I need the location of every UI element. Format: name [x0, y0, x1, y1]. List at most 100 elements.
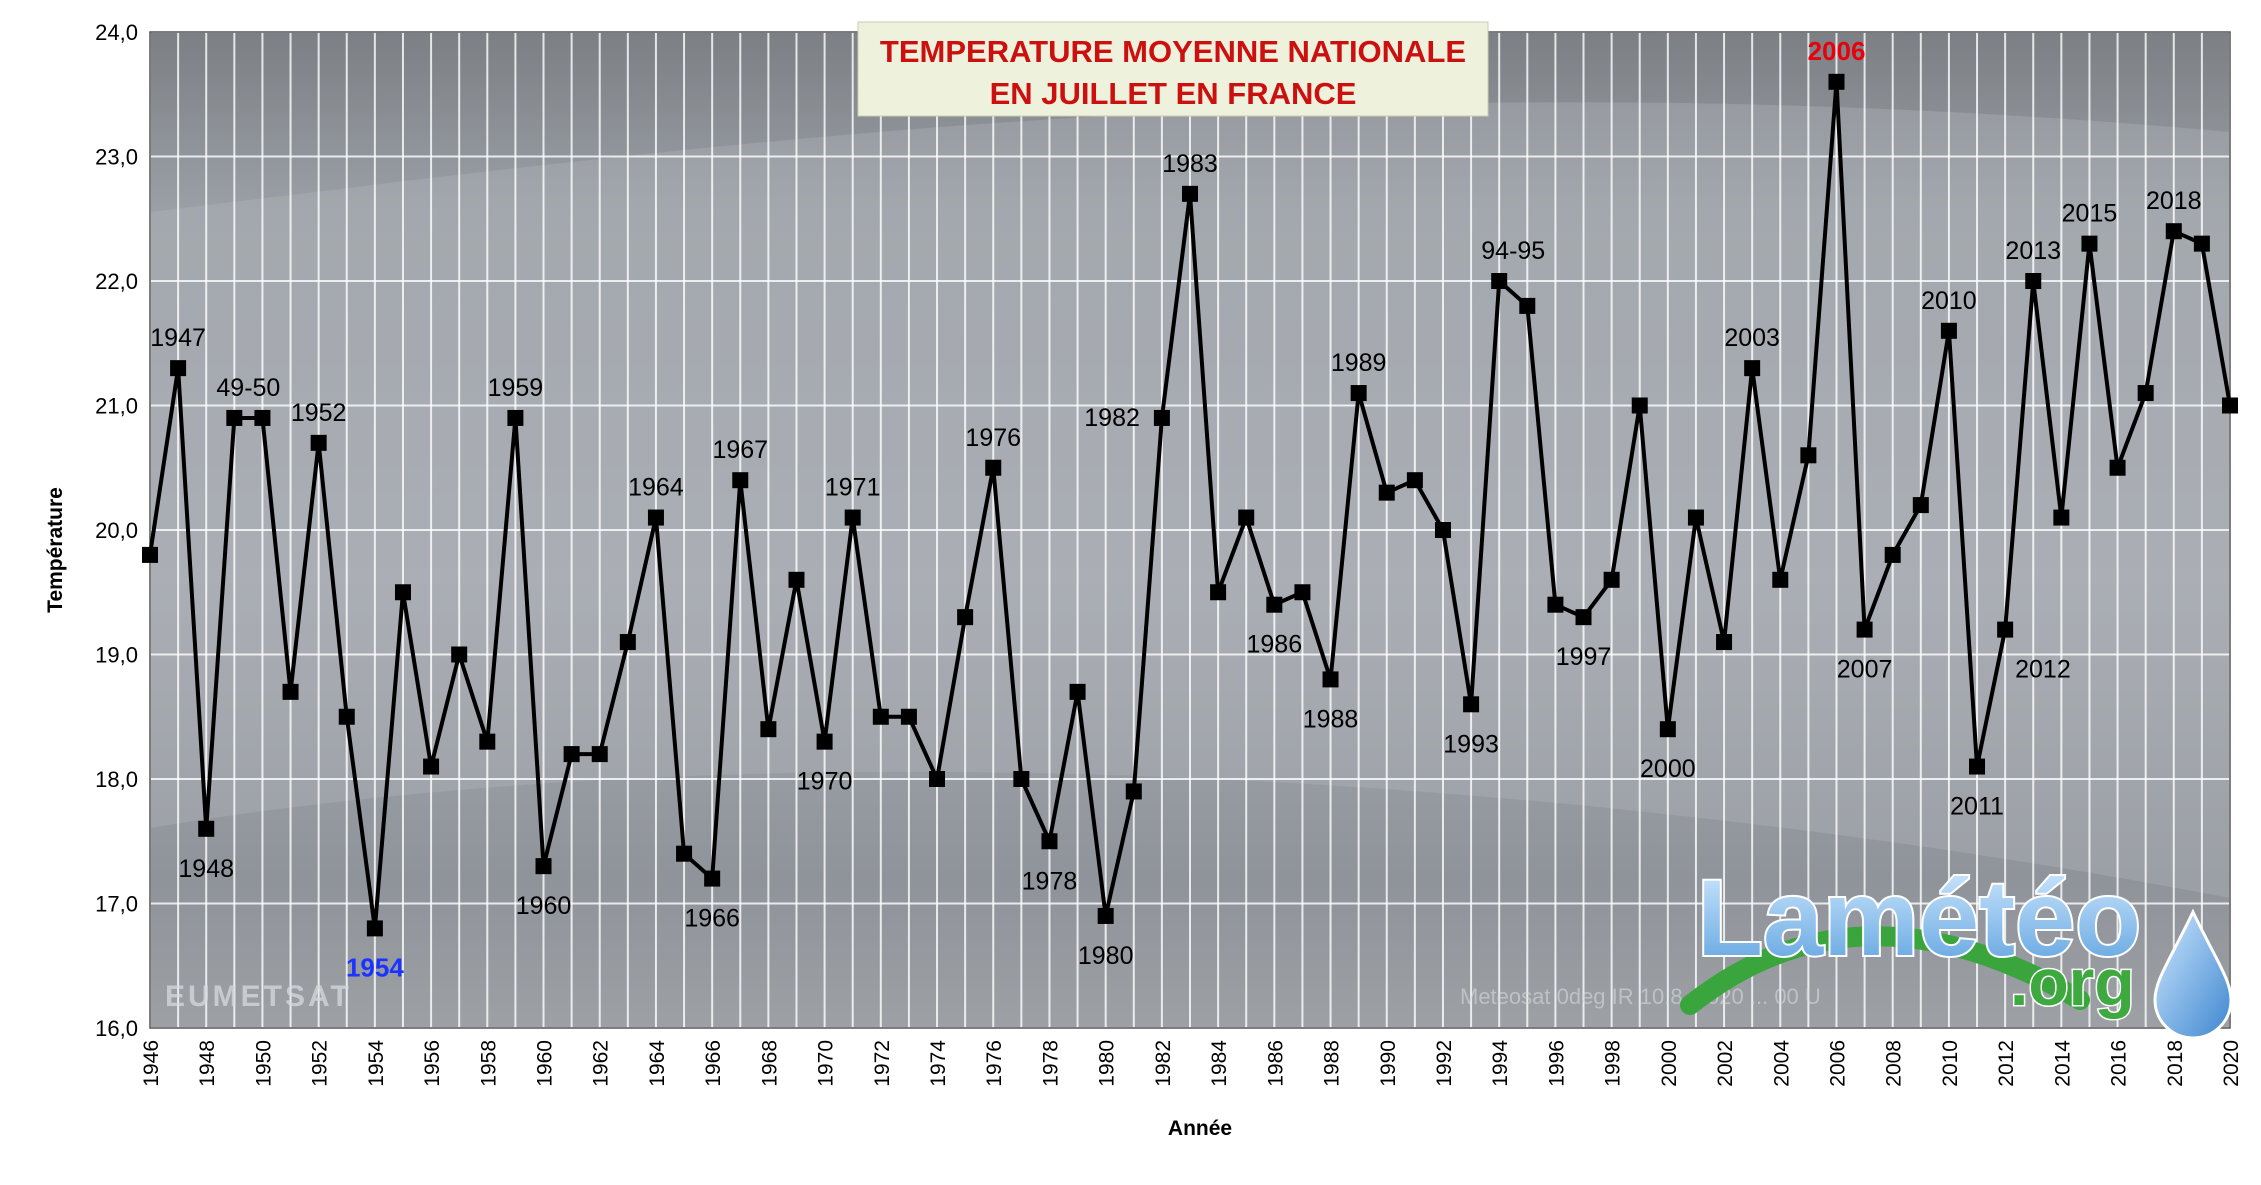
year-annotation: 1960 — [516, 892, 572, 920]
year-annotation: 2000 — [1640, 755, 1696, 783]
title-box — [857, 21, 1489, 117]
data-point — [1238, 509, 1255, 526]
data-point — [2081, 235, 2098, 252]
data-point — [872, 708, 889, 725]
x-tick-label: 1968 — [758, 1040, 781, 1087]
x-axis-label: Année — [1168, 1117, 1232, 1140]
data-point — [423, 758, 440, 775]
data-point — [563, 746, 580, 763]
x-axis-tick-labels: 1946 1948 1950 1952 1954 1956 1958 1960 1962 1964… — [140, 1040, 2243, 1087]
year-annotation: 2011 — [1950, 793, 2004, 821]
x-tick-label: 1994 — [1489, 1040, 1512, 1087]
data-point — [1997, 621, 2014, 638]
x-tick-label: 1988 — [1321, 1040, 1344, 1087]
data-point — [2137, 385, 2154, 402]
x-tick-label: 1990 — [1377, 1040, 1400, 1087]
x-tick-label: 1998 — [1602, 1040, 1625, 1087]
data-point — [1519, 297, 1536, 314]
x-tick-label: 1976 — [983, 1040, 1006, 1087]
x-tick-label: 1964 — [646, 1040, 669, 1087]
year-annotation: 1980 — [1078, 942, 1134, 970]
data-point — [957, 609, 974, 626]
lameteo-logo: Lamétéo .org — [1680, 855, 2233, 1040]
data-point — [1828, 73, 1845, 90]
year-annotation: 2015 — [2062, 200, 2118, 228]
x-tick-label: 2000 — [1658, 1040, 1681, 1087]
data-point — [1716, 634, 1733, 651]
x-tick-label: 1980 — [1096, 1040, 1119, 1087]
data-point — [1041, 833, 1058, 850]
year-annotation: 2003 — [1724, 324, 1780, 352]
y-tick-label: 20,0 — [95, 518, 138, 543]
data-point — [226, 409, 243, 426]
data-point — [479, 733, 496, 750]
water-drop-icon — [2153, 908, 2233, 1040]
x-tick-label: 2020 — [2220, 1040, 2243, 1087]
data-point — [2053, 509, 2070, 526]
data-point — [844, 509, 861, 526]
data-point — [1631, 397, 1648, 414]
data-point — [1434, 522, 1451, 538]
year-annotation: 1988 — [1303, 705, 1359, 733]
logo-subtext: .org — [2010, 945, 2135, 1019]
y-tick-label: 19,0 — [95, 643, 138, 668]
year-annotations: 1947 1948 49-50 1952 1954 1959 1960 1964 1966 196… — [150, 36, 2201, 983]
year-annotation: 1978 — [1022, 867, 1078, 895]
data-point — [676, 845, 693, 862]
x-tick-label: 2006 — [1826, 1040, 1849, 1087]
data-point — [2025, 273, 2042, 289]
x-tick-label: 1982 — [1152, 1040, 1175, 1087]
x-tick-label: 1970 — [815, 1040, 838, 1087]
x-tick-label: 1972 — [871, 1040, 894, 1087]
data-point — [929, 771, 946, 787]
x-tick-label: 2012 — [1995, 1040, 2018, 1087]
data-point — [704, 870, 721, 887]
data-point — [985, 459, 1002, 476]
x-tick-label: 1960 — [534, 1040, 557, 1087]
data-point — [591, 746, 608, 763]
x-tick-label: 1986 — [1264, 1040, 1287, 1087]
data-point — [535, 858, 552, 875]
data-point — [1350, 385, 1367, 402]
year-annotation: 1948 — [178, 855, 234, 883]
year-annotation: 1964 — [628, 474, 684, 502]
data-point — [1210, 584, 1227, 601]
year-annotation: 1966 — [684, 905, 740, 933]
data-point — [788, 571, 805, 588]
year-annotation: 1954 — [346, 952, 404, 982]
x-tick-label: 1996 — [1545, 1040, 1568, 1087]
x-tick-label: 1956 — [421, 1040, 444, 1087]
data-point — [451, 646, 468, 663]
data-point — [394, 584, 411, 601]
data-point — [1266, 596, 1283, 613]
chart-title: TEMPERATURE MOYENNE NATIONALE EN JUILLET… — [857, 21, 1489, 117]
year-annotation: 2006 — [1808, 36, 1866, 66]
title-line-1: TEMPERATURE MOYENNE NATIONALE — [880, 34, 1466, 69]
data-point — [170, 360, 187, 377]
data-point — [366, 920, 383, 937]
year-annotation: 1971 — [825, 474, 881, 502]
year-annotation: 1970 — [797, 768, 853, 796]
data-point — [2222, 397, 2238, 414]
y-tick-label: 18,0 — [95, 767, 138, 792]
data-point — [1800, 447, 1817, 464]
x-tick-label: 2018 — [2164, 1040, 2187, 1087]
data-point — [1069, 683, 1086, 700]
x-tick-label: 1948 — [196, 1040, 219, 1087]
year-annotation: 1986 — [1247, 631, 1303, 659]
data-point — [1856, 621, 1873, 638]
data-point — [1969, 758, 1986, 775]
data-point — [1406, 472, 1423, 489]
data-point — [619, 634, 636, 651]
year-annotation: 2007 — [1837, 656, 1893, 684]
data-point — [1547, 596, 1564, 613]
x-tick-label: 1946 — [140, 1040, 163, 1087]
data-point — [338, 708, 355, 725]
x-tick-label: 2002 — [1714, 1040, 1737, 1087]
data-point — [1940, 322, 1957, 339]
year-annotation: 2010 — [1921, 287, 1977, 315]
year-annotation: 94-95 — [1481, 237, 1545, 265]
year-annotation: 1993 — [1443, 730, 1499, 758]
data-point — [2109, 459, 2126, 476]
